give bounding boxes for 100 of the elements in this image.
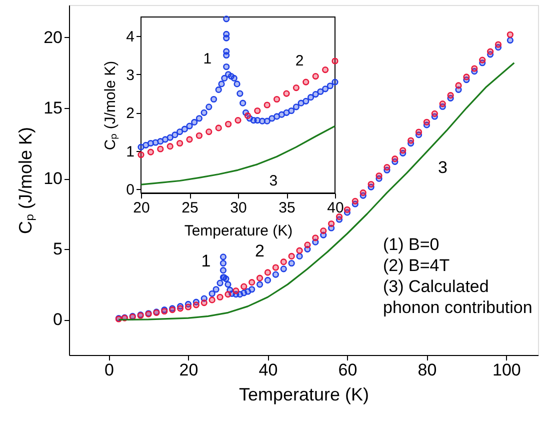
point	[264, 102, 270, 108]
point	[336, 213, 343, 220]
point	[487, 48, 494, 55]
point	[278, 111, 285, 118]
point	[208, 296, 216, 304]
x-tick-label: 60	[338, 360, 358, 380]
point	[166, 143, 174, 150]
point	[186, 122, 193, 130]
point	[192, 302, 200, 308]
point	[292, 104, 300, 110]
point	[186, 136, 193, 143]
y-tick-label: 5	[53, 240, 62, 259]
point	[172, 132, 178, 138]
point	[384, 164, 390, 171]
y-tick-label: 2	[126, 105, 134, 122]
point	[471, 65, 478, 72]
point	[317, 88, 324, 95]
x-axis-title: Temperature (K)	[238, 384, 370, 404]
annotation: (1) B=0	[383, 235, 440, 254]
point	[322, 66, 329, 74]
point	[200, 109, 208, 116]
point	[232, 287, 240, 294]
point	[236, 90, 244, 97]
point	[506, 31, 514, 38]
point	[218, 80, 225, 88]
point	[288, 107, 295, 114]
point	[302, 98, 310, 104]
point	[191, 118, 198, 126]
annotation: 2	[254, 242, 264, 260]
point	[344, 206, 351, 213]
x-tick-label: 0	[104, 360, 114, 380]
point	[223, 16, 230, 22]
point	[280, 258, 287, 266]
point	[328, 220, 335, 228]
point	[181, 126, 188, 132]
point	[244, 112, 251, 120]
x-tick-label: 25	[182, 200, 198, 216]
annotation: 2	[295, 52, 304, 70]
point	[200, 299, 208, 306]
point	[415, 128, 422, 136]
point	[479, 56, 486, 64]
point	[256, 274, 264, 282]
point	[439, 100, 446, 108]
point	[240, 100, 246, 106]
annotation: 3	[269, 172, 278, 190]
point	[230, 74, 238, 82]
point	[264, 118, 270, 124]
annotation: (2) B=4T	[383, 256, 450, 275]
point	[162, 136, 169, 143]
point	[307, 94, 314, 101]
point	[142, 142, 150, 148]
point	[302, 78, 310, 86]
point	[157, 138, 164, 145]
y-tick-label: 20	[44, 28, 62, 47]
point	[320, 228, 327, 234]
point	[176, 128, 184, 136]
point	[408, 137, 414, 144]
point	[166, 134, 174, 141]
point	[274, 96, 280, 103]
y-tick-label: 0	[53, 310, 62, 330]
point	[138, 151, 144, 158]
point	[274, 113, 280, 120]
point	[223, 30, 230, 38]
point	[296, 247, 303, 254]
point	[157, 146, 164, 152]
point	[312, 90, 319, 98]
point	[264, 269, 272, 276]
point	[272, 264, 279, 271]
y-tick-label: 0	[126, 182, 134, 199]
point	[196, 115, 202, 122]
point	[352, 198, 358, 204]
x-tick-label: 35	[278, 200, 296, 216]
point	[304, 242, 311, 248]
annotation: 3	[438, 158, 448, 177]
annotation: phonon contribution	[383, 298, 532, 317]
point	[288, 252, 295, 260]
x-axis-title: Temperature (K)	[184, 222, 293, 240]
point	[234, 80, 240, 88]
point	[268, 115, 276, 122]
point	[283, 90, 290, 97]
point	[392, 156, 398, 162]
point	[312, 73, 319, 80]
point	[312, 234, 319, 242]
point	[224, 291, 232, 298]
point	[254, 107, 261, 114]
point	[463, 74, 470, 80]
point	[283, 109, 290, 116]
point	[423, 118, 430, 126]
point	[400, 147, 406, 154]
point	[326, 82, 334, 90]
point	[455, 82, 462, 89]
annotation: (3) Calculated	[383, 277, 489, 296]
point	[376, 172, 382, 180]
point	[447, 92, 454, 99]
annotation: 1	[201, 251, 211, 270]
y-axis-title: Cₚ (J/mole K)	[16, 126, 37, 234]
point	[368, 180, 374, 188]
x-tick-label: 40	[327, 200, 344, 216]
point	[494, 41, 502, 48]
point	[234, 117, 242, 124]
